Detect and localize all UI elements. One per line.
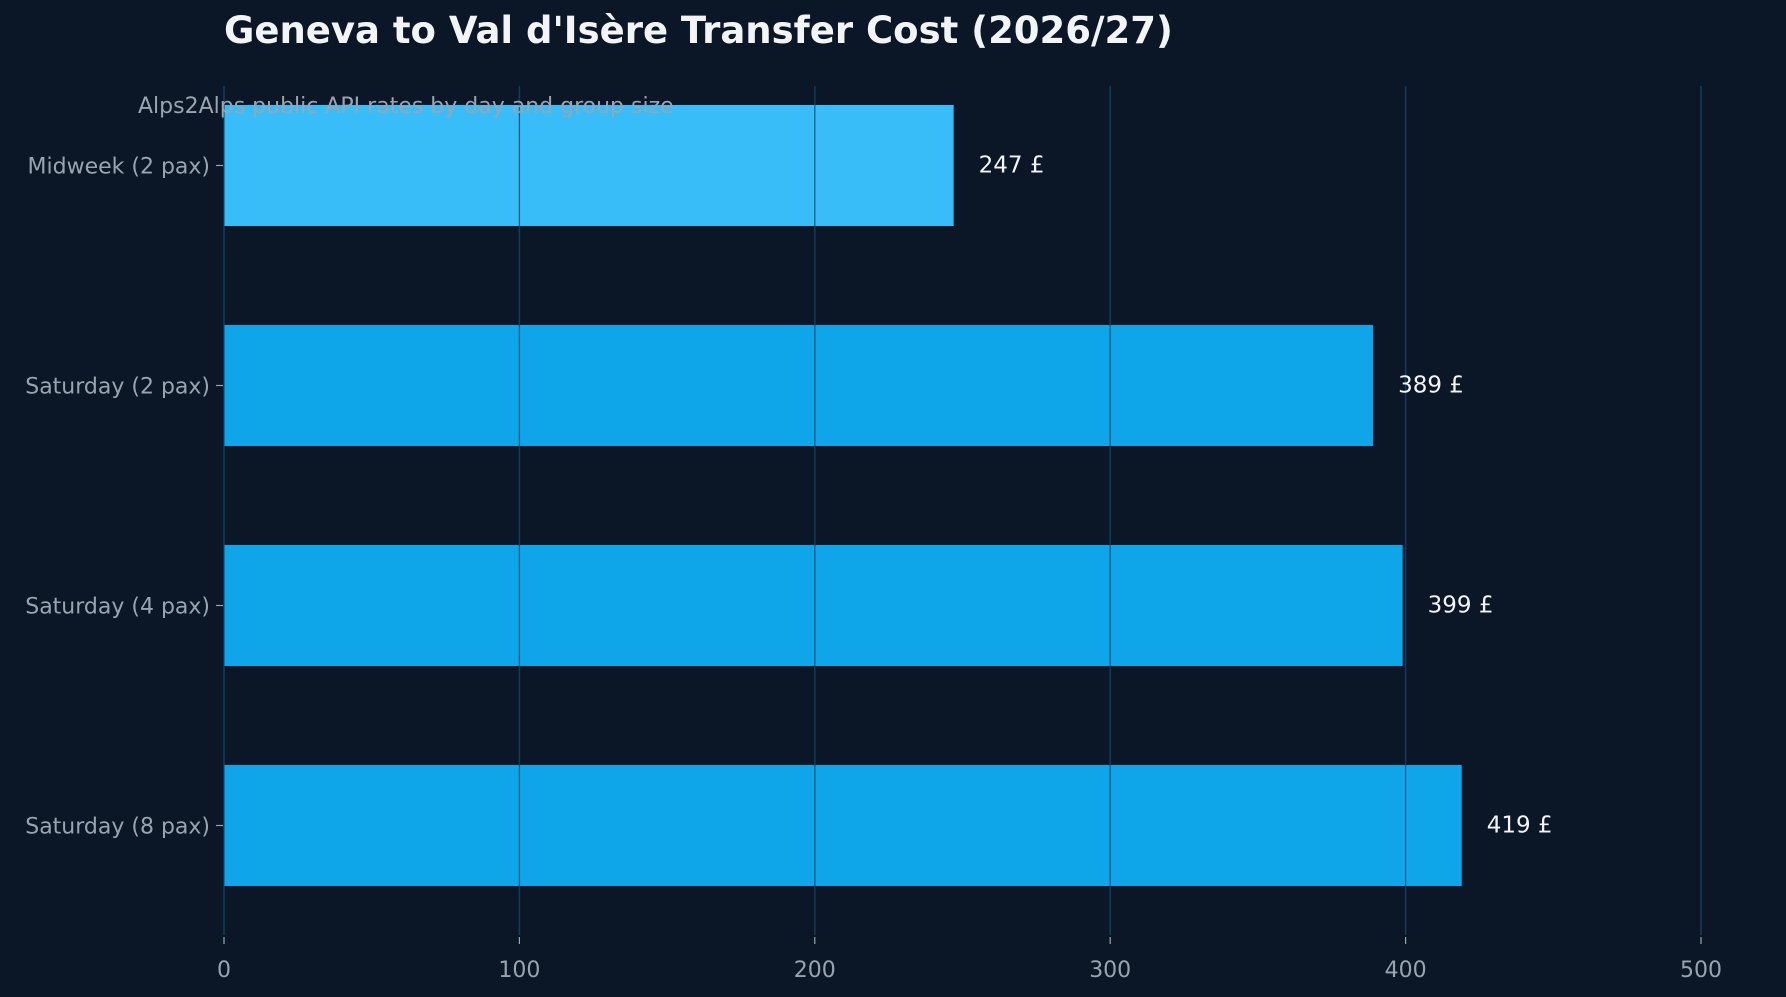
data-label: 389 £ (1398, 373, 1464, 399)
bar-2 (224, 545, 1403, 666)
data-label: 247 £ (979, 153, 1045, 179)
y-tick-label: Saturday (2 pax) (25, 375, 210, 400)
y-tick-label: Saturday (8 pax) (25, 815, 210, 840)
bar-1 (224, 325, 1374, 446)
x-tick-label: 300 (1089, 958, 1131, 983)
x-tick-label: 500 (1680, 958, 1722, 983)
x-axis-ticks: 0 100 200 300 400 500 (217, 937, 1722, 983)
data-label: 399 £ (1428, 593, 1494, 619)
x-tick-label: 400 (1385, 958, 1427, 983)
x-tick-label: 200 (794, 958, 836, 983)
x-tick-label: 0 (217, 958, 231, 983)
data-labels: 247 £ 389 £ 399 £ 419 £ (979, 153, 1553, 839)
bars (224, 105, 1462, 886)
gridlines-overlay (223, 86, 1702, 935)
bar-3 (224, 765, 1462, 886)
x-tick-label: 100 (498, 958, 540, 983)
data-label: 419 £ (1487, 813, 1553, 839)
bar-0 (224, 105, 954, 226)
y-tick-label: Saturday (4 pax) (25, 595, 210, 620)
y-tick-label: Midweek (2 pax) (28, 155, 210, 180)
y-axis-ticks: Midweek (2 pax) Saturday (2 pax) Saturday … (25, 155, 223, 840)
chart-subtitle: Alps2Alps public API rates by day and gr… (138, 94, 674, 119)
chart-title: Geneva to Val d'Isère Transfer Cost (202… (224, 9, 1173, 52)
